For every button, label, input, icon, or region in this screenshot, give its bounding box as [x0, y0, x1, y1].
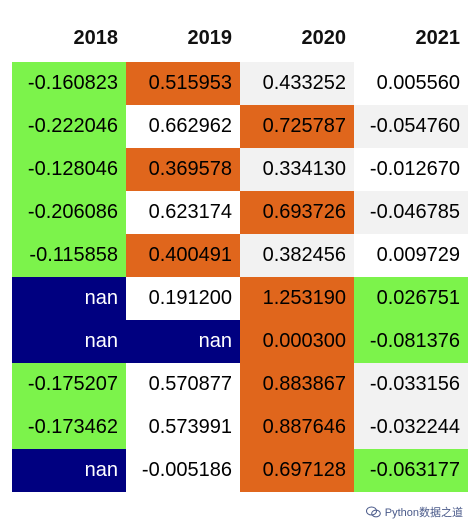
column-header-2021: 2021: [415, 26, 461, 49]
table-cell: -0.173462: [12, 406, 126, 449]
table-cell: -0.005186: [126, 449, 240, 492]
table-cell: -0.032244: [354, 406, 468, 449]
table-cell: 0.191200: [126, 277, 240, 320]
table-cell: 0.005560: [354, 61, 468, 105]
table-cell: -0.012670: [354, 148, 468, 191]
column-header-2019: 2019: [187, 26, 233, 49]
table-row: -0.173462 0.573991 0.887646 -0.032244: [12, 406, 468, 449]
table-cell: 0.623174: [126, 191, 240, 234]
table-row: -0.175207 0.570877 0.883867 -0.033156: [12, 363, 468, 406]
table-cell: 1.253190: [240, 277, 354, 320]
table-cell: 0.515953: [126, 61, 240, 105]
table-cell: -0.206086: [12, 191, 126, 234]
table-cell: 0.000300: [240, 320, 354, 363]
wechat-icon: [365, 506, 381, 518]
table-cell: -0.175207: [12, 363, 126, 406]
table-row: nan -0.005186 0.697128 -0.063177: [12, 449, 468, 492]
table-cell: 0.573991: [126, 406, 240, 449]
watermark-text: Python数据之道: [384, 507, 463, 519]
styled-dataframe-table: 2018 2019 2020 2021 -0.160823 0.515953 0.4332…: [12, 16, 468, 492]
table-cell: 0.433252: [240, 61, 354, 105]
table-cell: 0.334130: [240, 148, 354, 191]
table-row: -0.128046 0.369578 0.334130 -0.012670: [12, 148, 468, 191]
table-row: -0.160823 0.515953 0.433252 0.005560: [12, 61, 468, 105]
table-cell: 0.887646: [240, 406, 354, 449]
table-cell: -0.160823: [12, 61, 126, 105]
table-row: nan 0.191200 1.253190 0.026751: [12, 277, 468, 320]
column-header-2018: 2018: [73, 26, 119, 49]
table-cell: 0.883867: [240, 363, 354, 406]
table-cell: 0.382456: [240, 234, 354, 277]
table-row: nan nan 0.000300 -0.081376: [12, 320, 468, 363]
table-cell: 0.026751: [354, 277, 468, 320]
table-cell: 0.369578: [126, 148, 240, 191]
table-cell: 0.570877: [126, 363, 240, 406]
table-cell: 0.400491: [126, 234, 240, 277]
watermark: Python数据之道: [362, 503, 466, 521]
table-row: -0.206086 0.623174 0.693726 -0.046785: [12, 191, 468, 234]
table-body: -0.160823 0.515953 0.433252 0.005560 -0.2220…: [12, 61, 468, 492]
table-cell: -0.046785: [354, 191, 468, 234]
table-cell: -0.054760: [354, 105, 468, 148]
table-cell: 0.693726: [240, 191, 354, 234]
table-cell: -0.128046: [12, 148, 126, 191]
table-cell: -0.063177: [354, 449, 468, 492]
table-cell: 0.697128: [240, 449, 354, 492]
table-cell: nan: [12, 320, 126, 363]
table-cell: nan: [12, 449, 126, 492]
header-row: 2018 2019 2020 2021: [12, 16, 468, 61]
table-cell: 0.009729: [354, 234, 468, 277]
table-cell: -0.081376: [354, 320, 468, 363]
table-cell: 0.725787: [240, 105, 354, 148]
table-cell: 0.662962: [126, 105, 240, 148]
table-cell: nan: [126, 320, 240, 363]
column-header-2020: 2020: [301, 26, 347, 49]
table-cell: -0.115858: [12, 234, 126, 277]
table-header: 2018 2019 2020 2021: [12, 16, 468, 61]
table-row: -0.115858 0.400491 0.382456 0.009729: [12, 234, 468, 277]
table-cell: -0.222046: [12, 105, 126, 148]
table-cell: -0.033156: [354, 363, 468, 406]
table-row: -0.222046 0.662962 0.725787 -0.054760: [12, 105, 468, 148]
table-cell: nan: [12, 277, 126, 320]
